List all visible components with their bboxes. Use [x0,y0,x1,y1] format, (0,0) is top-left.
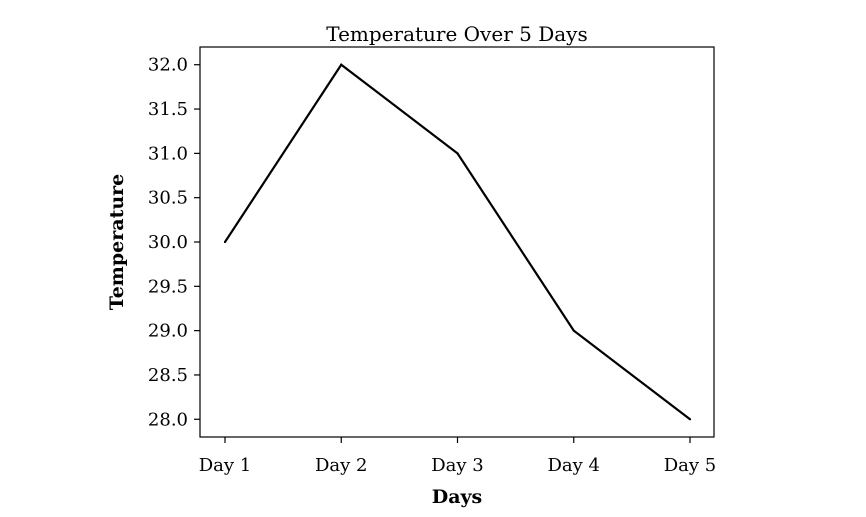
y-tick-label: 30.5 [148,188,188,209]
y-tick-label: 30.0 [148,232,188,253]
data-point [223,240,227,244]
y-tick-label: 32.0 [148,55,188,76]
data-point [572,329,575,332]
x-tick-label: Day 3 [431,455,484,476]
y-axis: 28.0 28.5 29.0 29.5 30.0 30.5 31.0 31.5 32.0 [148,55,200,430]
chart-title: Temperature Over 5 Days [326,22,587,46]
y-tick-label: 29.5 [148,276,188,297]
y-tick-label: 31.0 [148,143,188,164]
x-tick-label: Day 4 [547,455,600,476]
x-axis-label: Days [432,486,483,508]
data-point [688,418,692,421]
data-point [340,63,343,66]
series-points [223,63,692,421]
x-axis: Day 1 Day 2 Day 3 Day 4 Day 5 [199,437,717,476]
x-tick-label: Day 2 [315,455,368,476]
x-tick-label: Day 5 [664,455,717,476]
series-line-temperature [224,63,691,421]
data-point [456,152,459,155]
x-tick-label: Day 1 [199,455,252,476]
y-tick-label: 28.0 [148,409,188,430]
y-tick-label: 29.0 [148,321,188,342]
y-axis-label: Temperature [106,174,128,311]
y-tick-label: 28.5 [148,365,188,386]
y-tick-label: 31.5 [148,99,188,120]
